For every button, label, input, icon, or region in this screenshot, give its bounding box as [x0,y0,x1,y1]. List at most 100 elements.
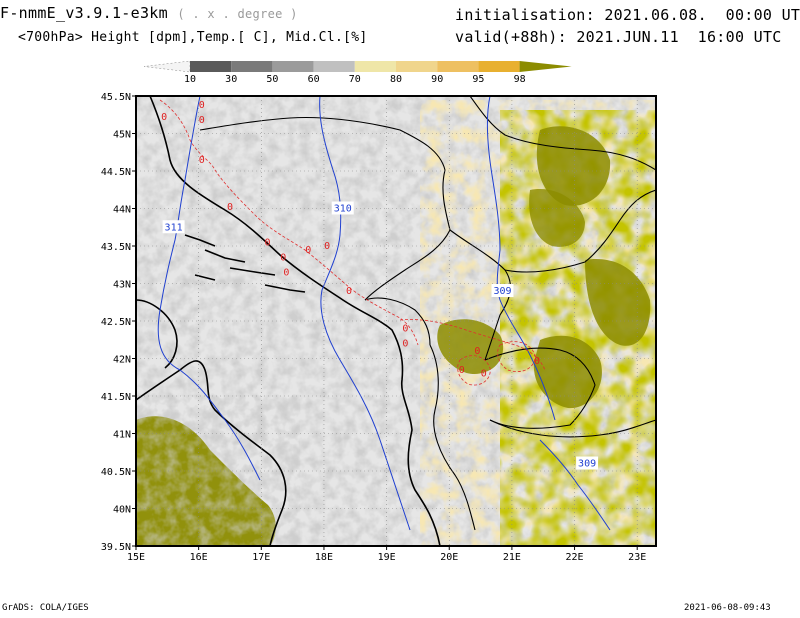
contour-label-layer: 311 310 309 309 [162,201,599,470]
header-line-1: F-nmmE_v3.9.1-e3km ( . x . degree ) [0,4,298,22]
islands-3 [229,267,276,276]
colorbar-label: 70 [349,74,361,85]
colorbar-segment [478,61,520,72]
colorbar-segment [272,61,314,72]
colorbar-segment [396,61,438,72]
temp-contour-label: 0 [199,115,205,126]
isotherm-0-loop2 [497,341,536,372]
valid-label: valid(+88h): [455,28,567,46]
contour-309-b [539,439,611,531]
lat-tick-label: 45N [113,130,131,141]
lat-tick-label: 44.5N [101,167,131,178]
isotherm-0-south [399,319,546,371]
temp-contour-label: 0 [324,241,330,252]
contour-309-a [486,96,556,421]
latitude-axis: 45.5N 45N 44.5N 44N 43.5N 43N 42.5N 42N 41.5N 41N… [101,92,136,553]
temp-contour-label: 0 [534,356,540,367]
colorbar-label: 10 [184,74,196,85]
islands-1 [184,234,216,247]
valid-line: valid(+88h): 2021.JUN.11 16:00 UTC [455,28,782,46]
temperature-contour-layer [159,99,546,386]
temp-contour-label: 0 [199,155,205,166]
lat-tick-label: 40N [113,505,131,516]
colorbar-label: 60 [308,74,320,85]
lon-tick-label: 19E [378,552,396,563]
height-contour-label: 309 [578,459,596,470]
lat-tick-label: 41.5N [101,392,131,403]
height-contour-label: 310 [334,204,352,215]
lat-tick-label: 45.5N [101,92,131,103]
lat-tick-label: 41N [113,430,131,441]
contour-311 [157,96,261,481]
lat-tick-label: 39.5N [101,542,131,553]
colorbar-segment [313,61,355,72]
colorbar-segment [437,61,479,72]
temp-contour-label: 0 [161,112,167,123]
lat-tick-label: 44N [113,205,131,216]
temp-contour-label: 0 [280,252,286,263]
height-label-bg [576,456,599,470]
init-line: initialisation: 2021.06.08. 00:00 UTC [455,6,800,24]
cloud-region-ne-olive [500,110,656,546]
lat-tick-label: 42.5N [101,317,131,328]
border-montenegro [364,297,431,346]
temp-contour-label: 0 [265,237,271,248]
model-name: F-nmmE_v3.9.1-e3km [0,4,168,22]
colorbar-over-triangle [519,61,572,72]
cloud-region-serbia-south [529,189,585,247]
lon-tick-label: 17E [252,552,270,563]
border-bulgaria [504,189,656,273]
cloud-region-albania [437,319,504,375]
lon-tick-label: 16E [190,552,208,563]
field-description: <700hPa> Height [dpm],Temp.[ C], Mid.Cl.… [18,30,368,45]
cloud-cover-layer [136,96,656,546]
lon-tick-label: 18E [315,552,333,563]
lat-tick-label: 43N [113,280,131,291]
longitude-axis: 15E 16E 17E 18E 19E 20E 21E 22E 23E [127,546,646,563]
cloud-region-macedonia [533,335,602,409]
border-bosnia-serbia [364,169,451,301]
colorbar-label: 98 [514,74,526,85]
cloud-region-bulgaria [585,259,651,346]
temp-contour-label: 0 [346,286,352,297]
colorbar-label: 95 [472,74,484,85]
border-macedonia [484,347,596,429]
colorbar-label: 90 [431,74,443,85]
border-greece [489,419,656,438]
footer-timestamp: 2021-06-08-09:43 [684,603,771,613]
grid-layer [136,96,656,546]
temp-contour-label: 0 [474,346,480,357]
colorbar-label: 30 [225,74,237,85]
lon-tick-label: 22E [566,552,584,563]
border-albania [429,344,476,531]
colorbar-segment [190,61,232,72]
temp-contour-label: 0 [283,267,289,278]
footer-credit: GrADS: COLA/IGES [2,603,89,613]
height-contour-label: 309 [493,286,511,297]
temp-contour-label: 0 [402,324,408,335]
colorbar: 10 30 50 60 70 80 90 95 98 [143,60,572,85]
isotherm-0-north [159,99,419,346]
colorbar-segment [354,61,396,72]
temp-contour-label: 0 [402,339,408,350]
lon-tick-label: 15E [127,552,145,563]
border-croatia-bosnia [199,116,446,171]
height-label-bg [491,284,514,297]
valid-value: 2021.JUN.11 16:00 UTC [576,28,782,46]
lon-tick-label: 20E [440,552,458,563]
init-value: 2021.06.08. 00:00 UTC [604,6,800,24]
lon-tick-label: 21E [503,552,521,563]
unit-note: ( . x . degree ) [177,7,298,21]
height-contour-label: 311 [165,222,183,233]
height-contour-layer [157,96,611,531]
init-label: initialisation: [455,6,595,24]
temp-contour-label: 0 [481,369,487,380]
lat-tick-label: 40.5N [101,467,131,478]
colorbar-label: 80 [390,74,402,85]
lat-tick-label: 42N [113,355,131,366]
temp-contour-label: 0 [459,365,465,376]
temp-contour-label: 0 [305,245,311,256]
